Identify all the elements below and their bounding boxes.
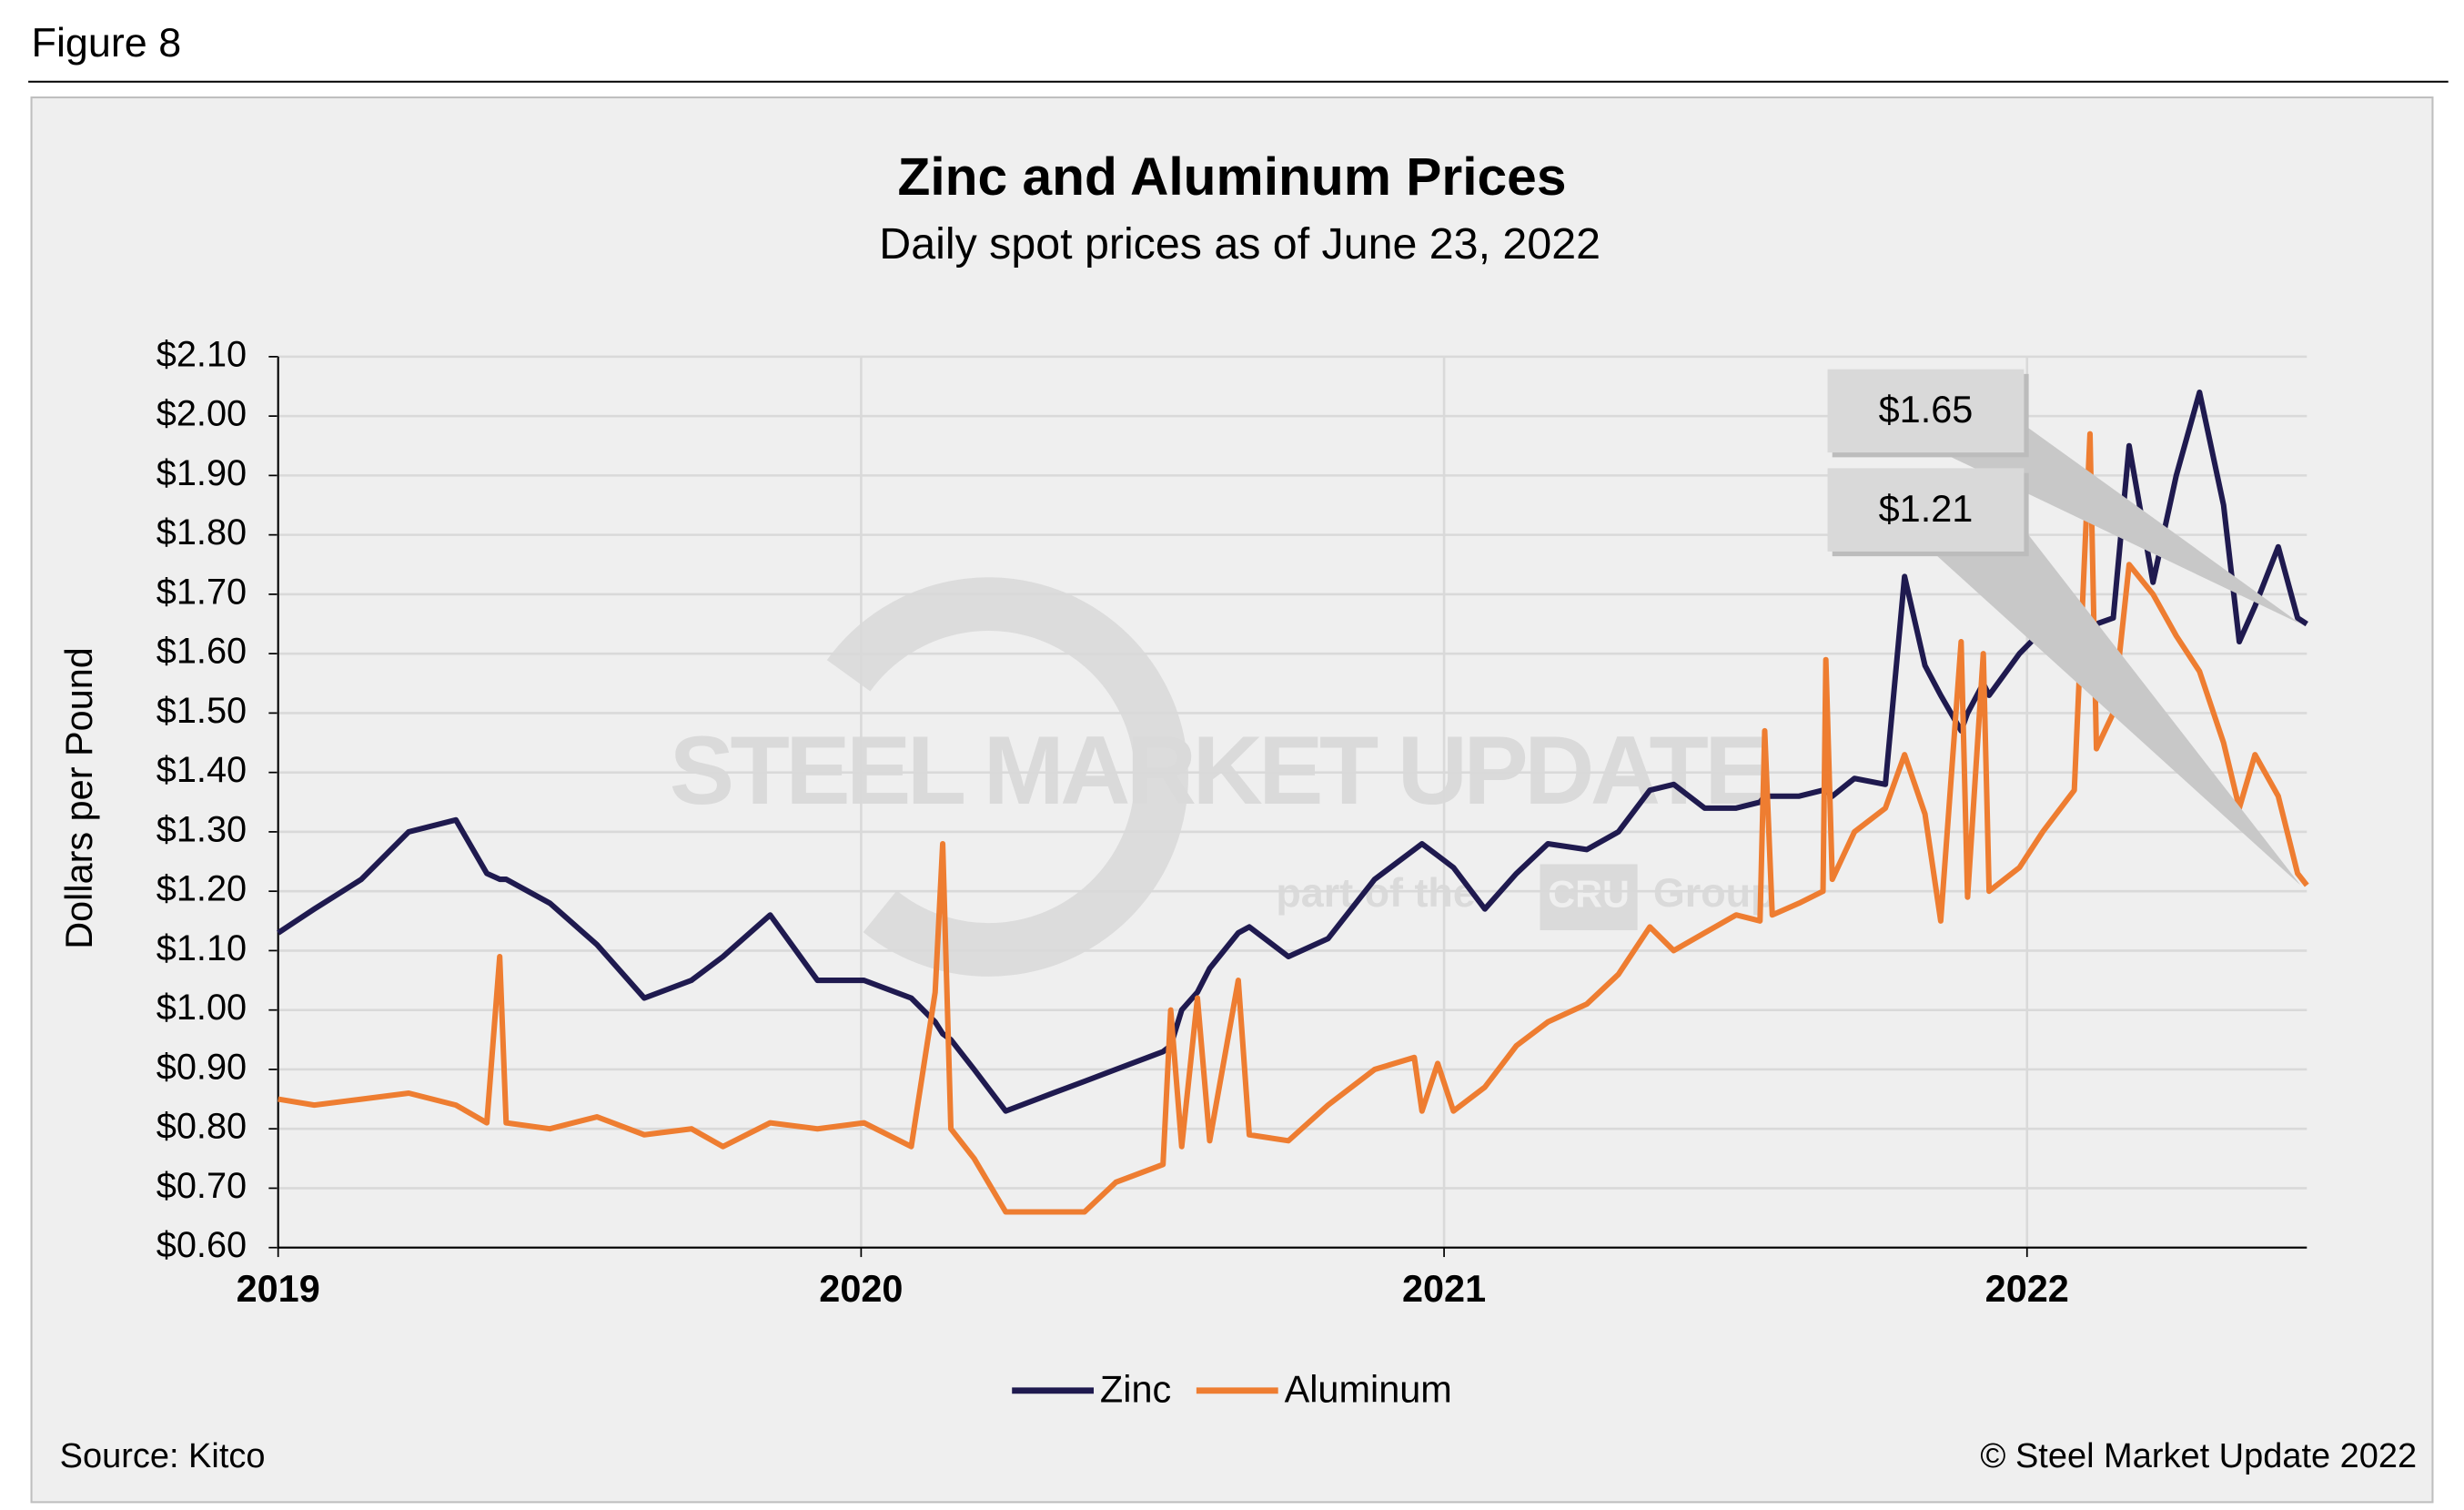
series-line	[278, 431, 2309, 1215]
y-tick-label: $1.40	[157, 750, 247, 790]
chart-subtitle: Daily spot prices as of June 23, 2022	[879, 219, 1601, 269]
y-tick-label: $2.00	[157, 394, 247, 434]
y-tick-label: $0.70	[157, 1166, 247, 1206]
callout-box	[1827, 369, 2025, 453]
callout-box	[1827, 468, 2025, 552]
x-tick-label: 2020	[819, 1267, 903, 1310]
y-axis-label: Dollars per Pound	[57, 647, 100, 949]
y-tick-label: $0.60	[157, 1225, 247, 1265]
y-tick-label: $1.50	[157, 691, 247, 731]
chart-title: Zinc and Aluminum Prices	[898, 147, 1567, 207]
legend-label: Aluminum	[1285, 1367, 1452, 1410]
source: Source: Kitco	[60, 1437, 266, 1475]
y-tick-label: $1.90	[157, 453, 247, 493]
y-tick-label: $0.90	[157, 1047, 247, 1087]
watermark-text: CRU	[1548, 873, 1630, 916]
watermark-arc	[826, 577, 1188, 977]
chart-frame	[30, 96, 2434, 1504]
legend-label: Zinc	[1100, 1367, 1171, 1410]
y-tick-label: $1.30	[157, 809, 247, 849]
copyright: © Steel Market Update 2022	[1980, 1437, 2417, 1475]
x-tick-label: 2021	[1402, 1267, 1486, 1310]
watermark-text: STEEL MARKET UPDATE	[670, 715, 1770, 825]
y-tick-label: $1.70	[157, 572, 247, 612]
y-tick-label: $1.00	[157, 988, 247, 1028]
y-tick-label: $1.20	[157, 869, 247, 909]
y-tick-label: $0.80	[157, 1107, 247, 1147]
callout-label: $1.21	[1879, 487, 1974, 530]
watermark-box	[1540, 864, 1638, 930]
y-tick-label: $1.10	[157, 928, 247, 968]
y-tick-label: $1.80	[157, 512, 247, 552]
callout-leader	[1922, 516, 2301, 886]
y-tick-label: $2.10	[157, 334, 247, 374]
x-tick-label: 2022	[1985, 1267, 2069, 1310]
x-tick-label: 2019	[237, 1267, 320, 1310]
callout-label: $1.65	[1879, 388, 1974, 431]
figure-label: Figure 8	[32, 19, 182, 66]
y-tick-label: $1.60	[157, 632, 247, 672]
